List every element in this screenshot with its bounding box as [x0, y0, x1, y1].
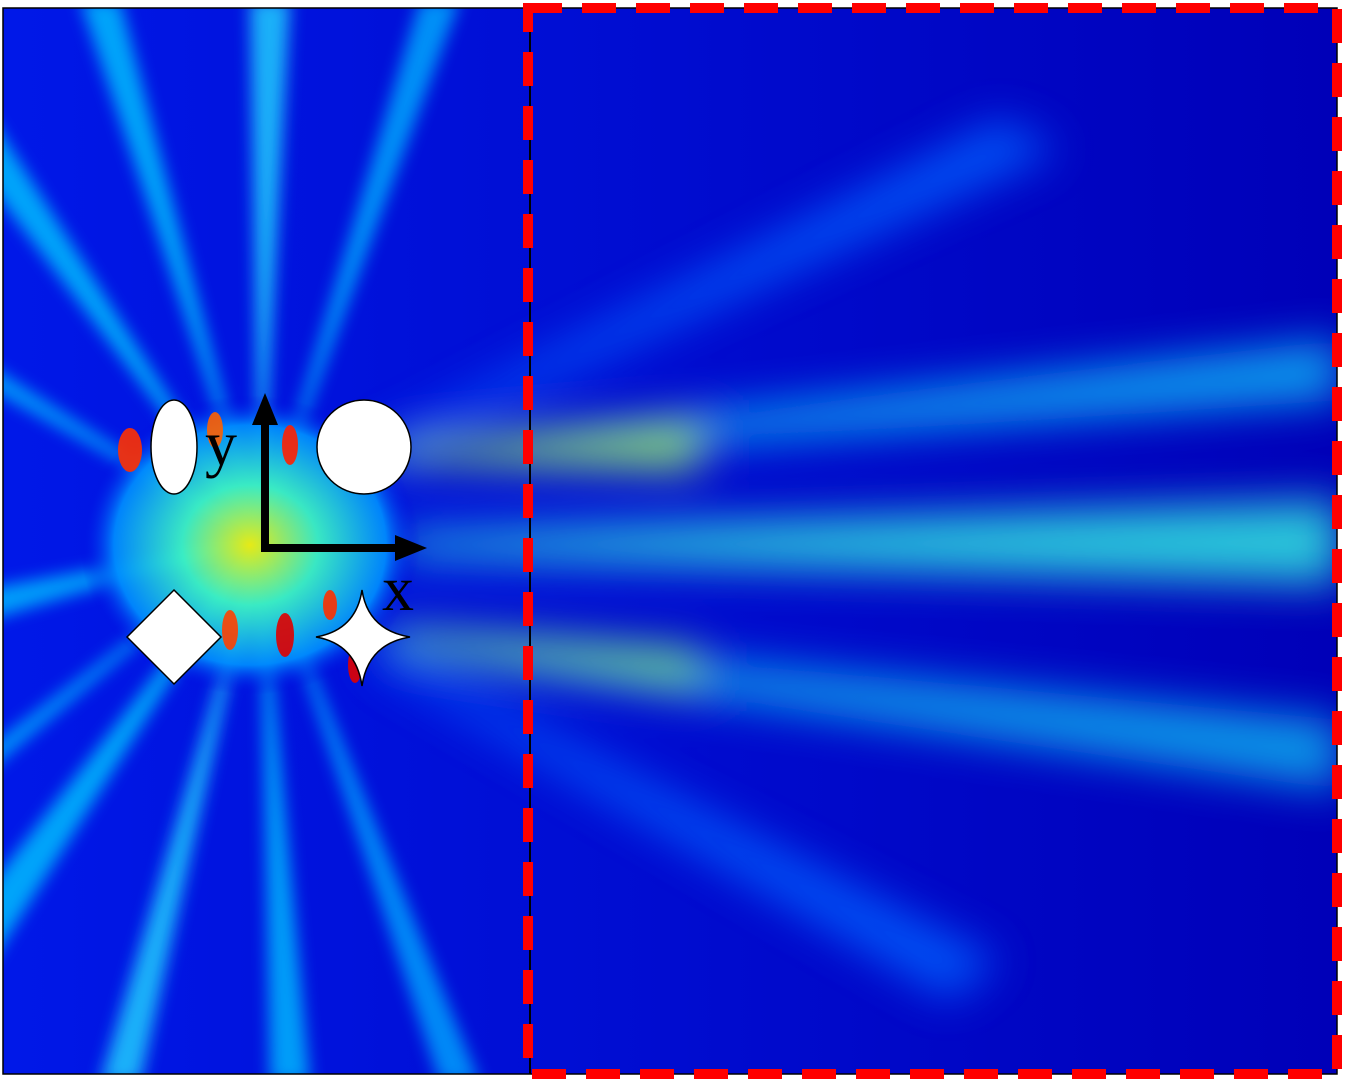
- x-arrowhead: [395, 535, 427, 561]
- dashed-region: [523, 3, 1342, 1079]
- diamond-scatterer: [125, 588, 223, 686]
- star-scatterer: [315, 589, 411, 687]
- y-label: y: [205, 408, 237, 479]
- y-arrowhead: [252, 393, 278, 425]
- circle-scatterer: [316, 399, 412, 495]
- ellipse-scatterer: [150, 399, 198, 495]
- x-label: x: [382, 553, 414, 624]
